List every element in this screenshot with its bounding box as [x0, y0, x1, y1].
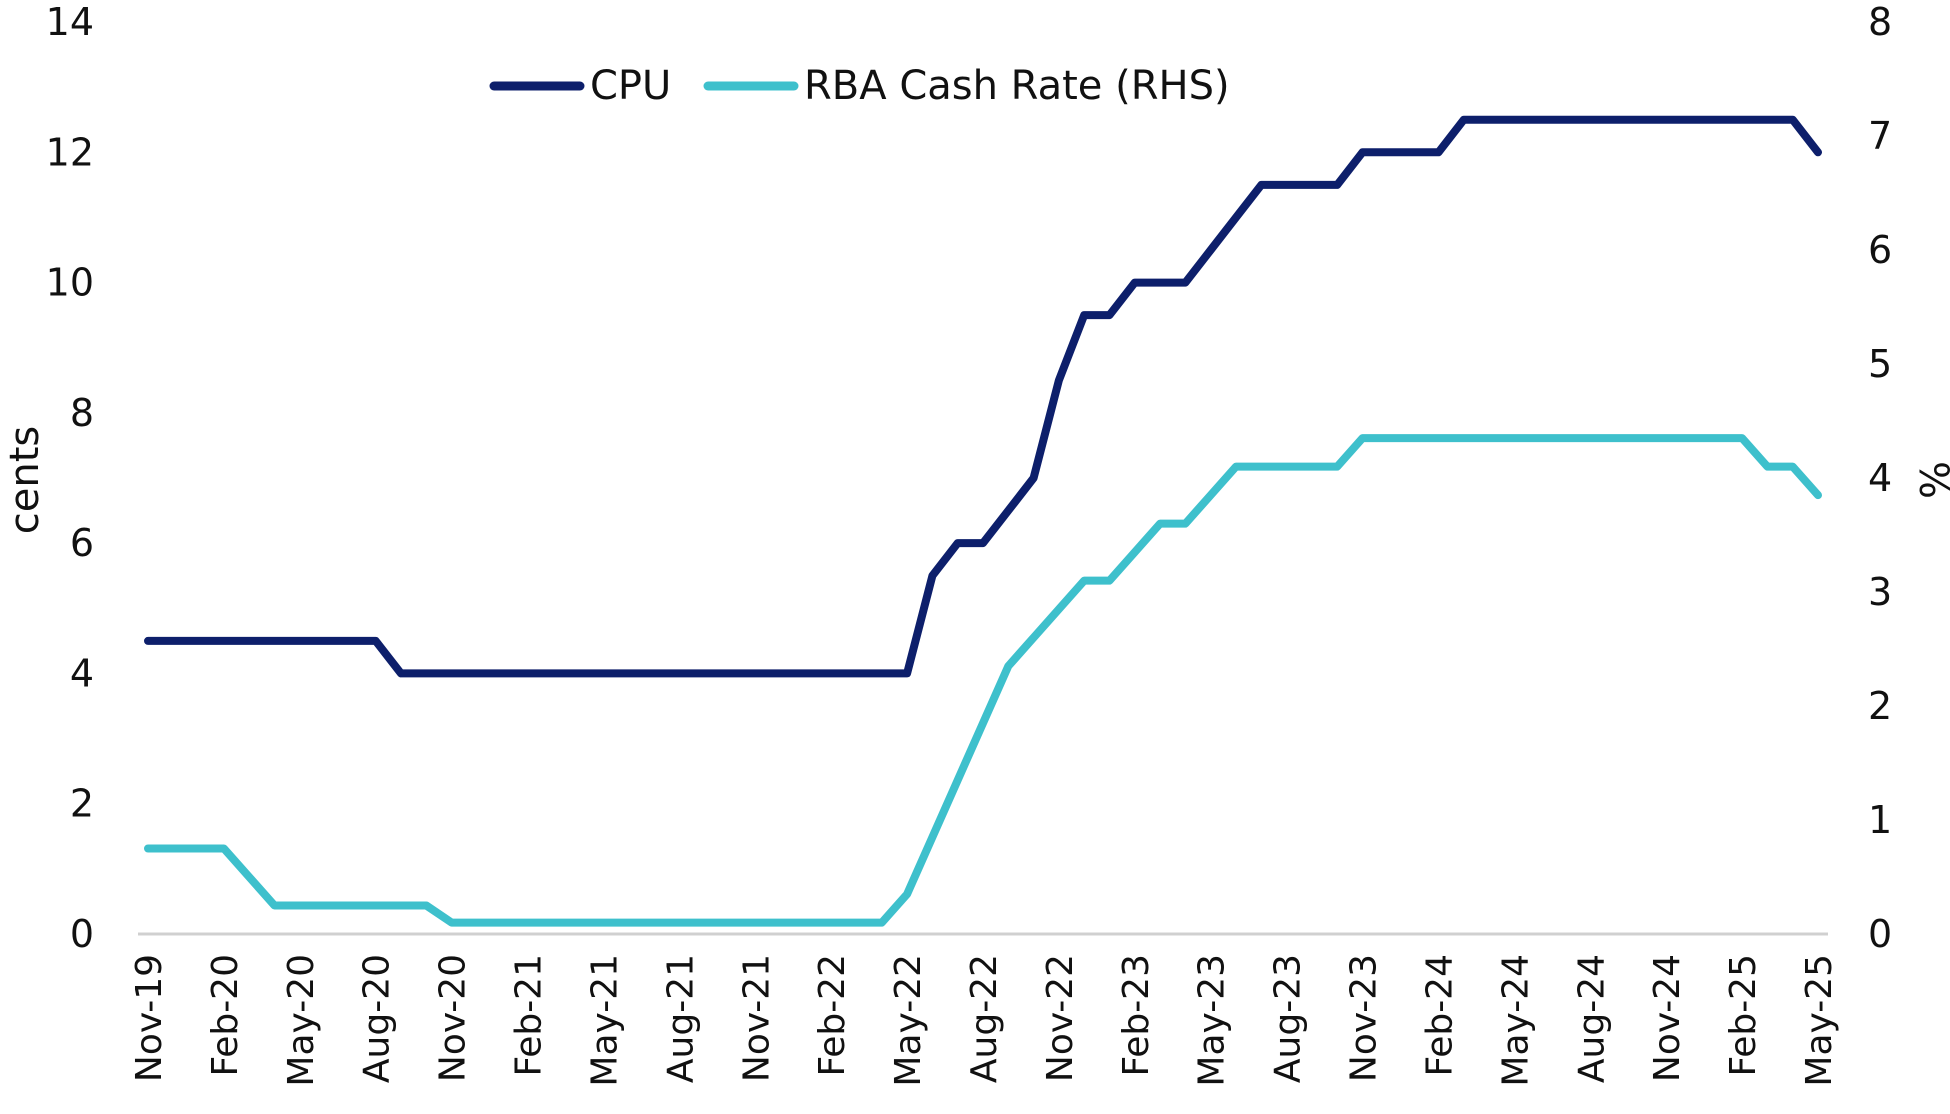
- x-tick-label: May-22: [888, 954, 929, 1087]
- x-tick-label: Feb-22: [812, 954, 853, 1077]
- x-tick-label: Nov-22: [1040, 954, 1081, 1082]
- y-left-tick-label: 2: [70, 782, 94, 826]
- y-axis-left-title: cents: [2, 426, 48, 534]
- x-tick-label: May-20: [281, 954, 322, 1087]
- series-line-rba-cash-rate: [144, 434, 1822, 927]
- legend: CPU RBA Cash Rate (RHS): [489, 63, 1230, 109]
- y-right-tick-label: 7: [1868, 114, 1892, 158]
- legend-label-cpu: CPU: [590, 63, 671, 109]
- x-tick-label: Nov-24: [1647, 954, 1688, 1082]
- x-tick-label: Nov-20: [433, 954, 474, 1082]
- y-left-tick-label: 6: [70, 521, 94, 565]
- y-left-tick-label: 10: [46, 261, 94, 305]
- y-left-tick-label: 8: [70, 391, 94, 435]
- x-axis-ticks: Nov-19 Feb-20 May-20 Aug-20 Nov-20 Feb-21 May-…: [129, 954, 1840, 1087]
- x-tick-label: May-24: [1495, 954, 1536, 1087]
- x-tick-label: Aug-24: [1571, 954, 1612, 1083]
- y-right-tick-label: 0: [1868, 912, 1892, 956]
- y-right-tick-label: 2: [1868, 684, 1892, 728]
- x-tick-label: Feb-23: [1116, 954, 1157, 1077]
- y-left-tick-label: 12: [46, 130, 94, 174]
- series-lines: [144, 115, 1822, 927]
- x-tick-label: May-23: [1192, 954, 1233, 1087]
- series-line-cpu: [144, 115, 1822, 678]
- x-tick-label: Feb-20: [205, 954, 246, 1077]
- y-axis-right-ticks: 0 1 2 3 4 5 6 7 8: [1868, 0, 1892, 956]
- x-tick-label: Aug-21: [660, 954, 701, 1083]
- y-right-tick-label: 6: [1868, 228, 1892, 272]
- y-left-tick-label: 14: [46, 0, 94, 44]
- y-axis-right-title: %: [1910, 461, 1950, 499]
- x-tick-label: Nov-21: [736, 954, 777, 1082]
- x-tick-label: Feb-24: [1419, 954, 1460, 1077]
- x-tick-label: Feb-21: [509, 954, 550, 1077]
- legend-label-rba-cash-rate: RBA Cash Rate (RHS): [804, 63, 1230, 109]
- y-right-tick-label: 1: [1868, 798, 1892, 842]
- x-tick-label: Aug-22: [964, 954, 1005, 1083]
- x-tick-label: May-25: [1799, 954, 1840, 1087]
- x-tick-label: Aug-23: [1268, 954, 1309, 1083]
- y-left-tick-label: 4: [70, 651, 94, 695]
- x-tick-label: Aug-20: [357, 954, 398, 1083]
- y-axis-left-ticks: 0 2 4 6 8 10 12 14: [46, 0, 94, 956]
- x-tick-label: Nov-19: [129, 954, 170, 1082]
- y-right-tick-label: 8: [1868, 0, 1892, 44]
- y-right-tick-label: 5: [1868, 342, 1892, 386]
- y-right-tick-label: 4: [1868, 456, 1892, 500]
- y-right-tick-label: 3: [1868, 570, 1892, 614]
- x-tick-label: Nov-23: [1344, 954, 1385, 1082]
- y-left-tick-label: 0: [70, 912, 94, 956]
- x-tick-label: May-21: [584, 954, 625, 1087]
- x-tick-label: Feb-25: [1723, 954, 1764, 1077]
